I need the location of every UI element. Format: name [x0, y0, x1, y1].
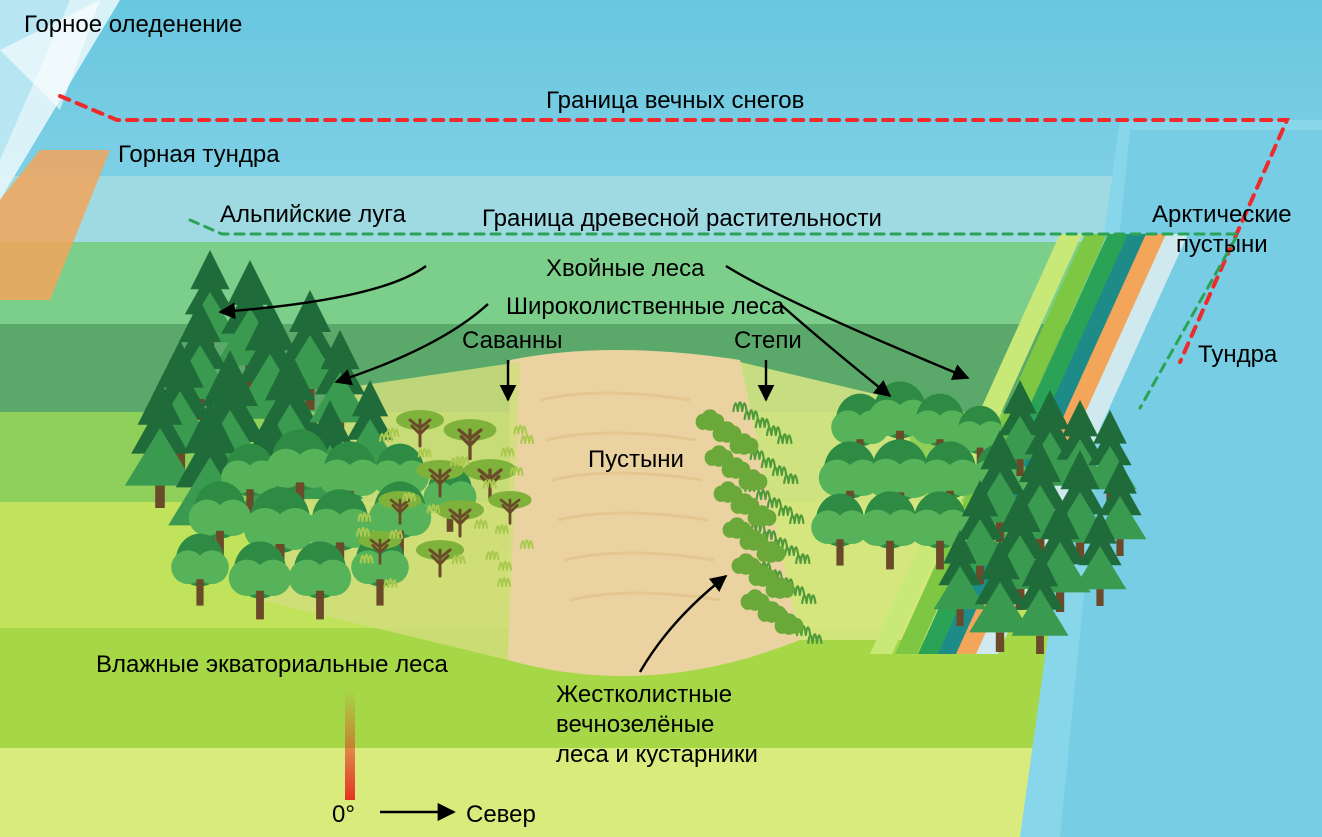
label-equatorial: Влажные экваториальные леса [96, 650, 448, 680]
label-broadleaf: Широколиственные леса [506, 292, 784, 322]
label-conifer: Хвойные леса [546, 254, 704, 284]
label-sclerophyll: Жестколистные вечнозелёные леса и кустар… [556, 680, 758, 770]
label-tundra: Тундра [1198, 340, 1277, 370]
label-steppe: Степи [734, 326, 802, 356]
label-savanna: Саванны [462, 326, 563, 356]
label-tree-boundary: Граница древесной растительности [482, 204, 882, 234]
label-glaciation: Горное оледенение [24, 10, 242, 40]
label-north: Север [466, 800, 536, 830]
label-snow-boundary: Граница вечных снегов [546, 86, 804, 116]
label-alpine: Альпийские луга [220, 200, 406, 230]
label-zero: 0° [332, 800, 355, 830]
label-arctic: Арктические пустыни [1152, 200, 1292, 260]
label-mountain-tundra: Горная тундра [118, 140, 280, 170]
label-desert: Пустыни [588, 445, 684, 475]
diagram-stage: Горное оледенение Граница вечных снегов … [0, 0, 1322, 837]
